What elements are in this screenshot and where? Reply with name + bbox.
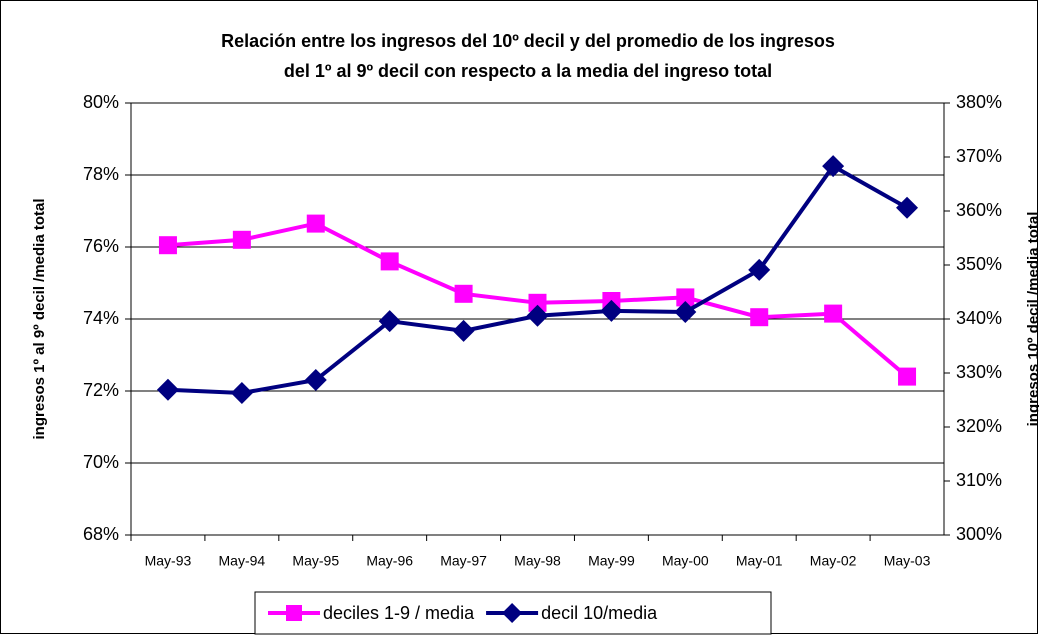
y2-tick-label: 370%: [956, 146, 1002, 166]
point: [380, 252, 399, 271]
x-tick-label: May-00: [662, 553, 709, 569]
point: [896, 196, 919, 219]
x-tick-label: May-03: [884, 553, 931, 569]
point: [526, 304, 549, 327]
point: [600, 299, 623, 322]
legend-label: deciles 1-9 / media: [323, 603, 475, 623]
point: [378, 310, 401, 333]
point: [230, 381, 253, 404]
y2-tick-label: 320%: [956, 416, 1002, 436]
y2-axis-label: ingresos 10º decil /media total: [1025, 212, 1039, 427]
legend-marker: [286, 605, 302, 621]
point: [156, 378, 179, 401]
point: [898, 367, 917, 386]
y2-tick-label: 310%: [956, 470, 1002, 490]
x-tick-label: May-01: [736, 553, 783, 569]
chart-title: Relación entre los ingresos del 10º deci…: [221, 31, 835, 51]
point: [750, 308, 769, 327]
y-tick-label: 80%: [83, 92, 119, 112]
y2-tick-label: 380%: [956, 92, 1002, 112]
chart-title: del 1º al 9º decil con respecto a la med…: [284, 61, 772, 81]
y2-tick-label: 350%: [956, 254, 1002, 274]
point: [822, 155, 845, 178]
point: [528, 293, 547, 312]
x-tick-label: May-02: [810, 553, 857, 569]
legend-label: decil 10/media: [541, 603, 658, 623]
point: [454, 284, 473, 303]
legend-marker: [502, 603, 523, 623]
point: [676, 288, 695, 307]
point: [452, 319, 475, 342]
x-tick-label: May-96: [366, 553, 413, 569]
y2-tick-label: 300%: [956, 524, 1002, 544]
point: [304, 369, 327, 392]
point: [824, 304, 843, 323]
point: [232, 230, 251, 249]
point: [748, 258, 771, 281]
y2-tick-label: 340%: [956, 308, 1002, 328]
plot-frame: [130, 102, 945, 536]
y-tick-label: 70%: [83, 452, 119, 472]
y2-tick-label: 360%: [956, 200, 1002, 220]
y-tick-label: 72%: [83, 380, 119, 400]
point: [158, 236, 177, 255]
x-tick-label: May-97: [440, 553, 487, 569]
y-tick-label: 68%: [83, 524, 119, 544]
x-tick-label: May-93: [145, 553, 192, 569]
y-tick-label: 74%: [83, 308, 119, 328]
y-tick-label: 76%: [83, 236, 119, 256]
point: [674, 300, 697, 323]
x-tick-label: May-95: [292, 553, 339, 569]
y-axis-label: ingresos 1º al 9º decil /media total: [31, 198, 48, 439]
y-tick-label: 78%: [83, 164, 119, 184]
x-tick-label: May-98: [514, 553, 561, 569]
x-tick-label: May-99: [588, 553, 635, 569]
x-tick-label: May-94: [219, 553, 266, 569]
y2-tick-label: 330%: [956, 362, 1002, 382]
point: [306, 214, 325, 233]
